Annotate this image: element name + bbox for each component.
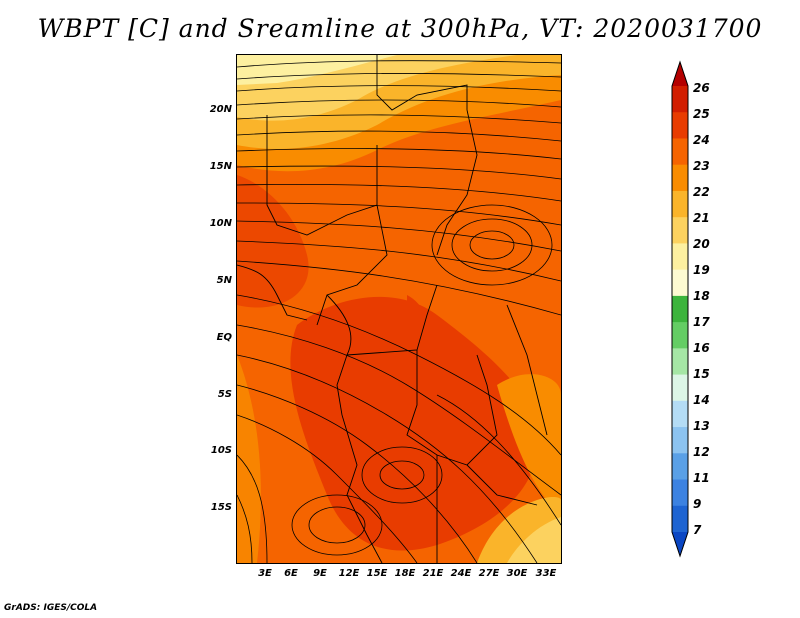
x-label-33e: 33E (535, 568, 557, 579)
x-label-12e: 12E (338, 568, 360, 579)
field-patch-se2 (507, 517, 561, 563)
field-patch-c (290, 296, 539, 551)
colorbar-label-21: 21 (693, 211, 710, 225)
y-label-5n: 5N (216, 275, 232, 286)
colorbar-label-16: 16 (693, 341, 710, 355)
x-label-30e: 30E (506, 568, 528, 579)
colorbar-segment (672, 427, 688, 454)
colorbar-segment (672, 479, 688, 507)
map-title: WBPT [C] and Sreamline at 300hPa, VT: 20… (37, 14, 763, 43)
colorbar-label-22: 22 (693, 185, 710, 199)
colorbar-outline (671, 60, 689, 558)
colorbar-label-24: 24 (693, 133, 710, 147)
colorbar-label-25: 25 (693, 107, 710, 121)
colorbar-label-23: 23 (693, 159, 710, 173)
colorbar-label-13: 13 (693, 419, 710, 433)
x-label-15e: 15E (366, 568, 388, 579)
colorbar-label-9: 9 (693, 497, 702, 511)
colorbar-label-26: 26 (693, 81, 710, 95)
colorbar-segments (672, 62, 688, 556)
y-label-10s: 10S (210, 445, 232, 456)
colorbar-segment (672, 505, 688, 533)
colorbar-label-17: 17 (693, 315, 710, 329)
colorbar-label-19: 19 (693, 263, 710, 277)
x-label-21e: 21E (422, 568, 444, 579)
colorbar-label-11: 11 (693, 471, 710, 485)
colorbar-label-15: 15 (693, 367, 710, 381)
colorbar-label-20: 20 (693, 237, 710, 251)
y-label-15s: 15S (210, 502, 232, 513)
x-label-27e: 27E (478, 568, 500, 579)
streamlines (237, 60, 561, 563)
colorbar-segment (672, 217, 688, 244)
x-label-9e: 9E (313, 568, 327, 579)
colorbar-label-7: 7 (693, 523, 702, 537)
colorbar-segment (672, 62, 688, 86)
colorbar-segment (672, 164, 688, 192)
colorbar-segment (672, 112, 688, 139)
x-label-6e: 6E (284, 568, 298, 579)
colorbar-segment (672, 295, 688, 323)
y-label-5s: 5S (217, 389, 232, 400)
field-patch-e (497, 374, 561, 515)
colorbar-label-14: 14 (693, 393, 710, 407)
y-label-20n: 20N (209, 104, 232, 115)
field-patch-w (237, 175, 309, 308)
colorbar-segment (672, 374, 688, 402)
x-label-18e: 18E (394, 568, 416, 579)
map-panel (236, 54, 562, 564)
x-label-3e: 3E (258, 568, 272, 579)
colorbar-label-12: 12 (693, 445, 710, 459)
colorbar-segment (672, 243, 688, 271)
field-patch-sw (237, 355, 261, 563)
y-label-10n: 10N (209, 218, 232, 229)
colorbar (671, 60, 689, 558)
colorbar-segment (672, 348, 688, 376)
colorbar-segment (672, 190, 688, 218)
wbpt-field (237, 55, 561, 563)
x-label-24e: 24E (450, 568, 472, 579)
y-label-15n: 15N (209, 161, 232, 172)
country-borders (237, 55, 548, 563)
colorbar-segment (672, 86, 688, 113)
colorbar-segment (672, 138, 688, 166)
colorbar-segment (672, 532, 688, 556)
colorbar-segment (672, 269, 688, 297)
grads-credit: GrADS: IGES/COLA (4, 603, 98, 613)
field-band-19 (237, 55, 397, 85)
field-patch-c2 (407, 295, 434, 376)
colorbar-segment (672, 322, 688, 349)
colorbar-segment (672, 400, 688, 428)
colorbar-label-18: 18 (693, 289, 710, 303)
y-label-eq: EQ (216, 332, 232, 343)
colorbar-segment (672, 453, 688, 481)
